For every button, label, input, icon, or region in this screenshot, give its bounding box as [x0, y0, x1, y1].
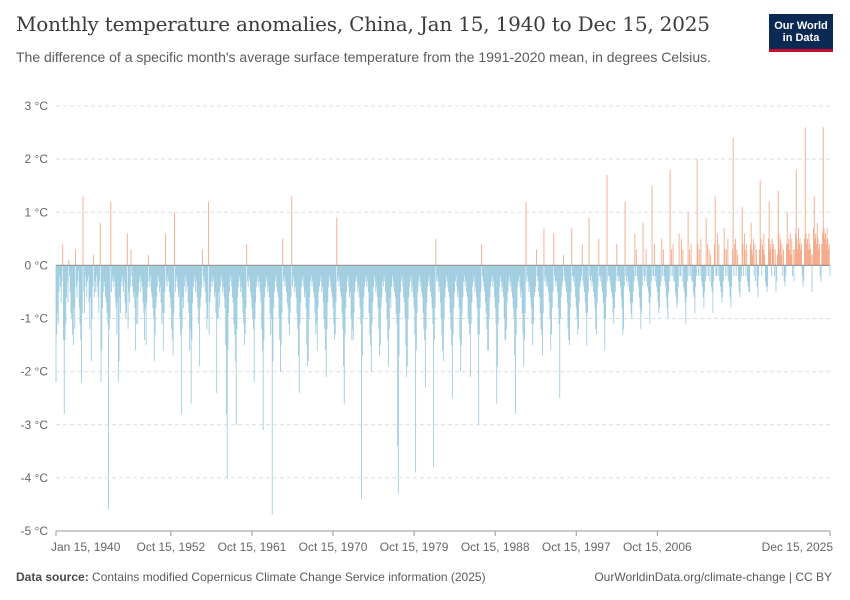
chart-subtitle: The difference of a specific month's ave… — [16, 49, 712, 65]
owid-logo[interactable]: Our World in Data — [769, 14, 833, 52]
data-source: Data source: Contains modified Copernicu… — [16, 570, 486, 584]
logo-line-2: in Data — [782, 32, 820, 44]
x-tick-label: Oct 15, 1997 — [542, 540, 611, 554]
bars — [55, 127, 831, 516]
logo-line-1: Our World — [774, 20, 828, 32]
x-tick-label: Jan 15, 1940 — [51, 540, 121, 554]
x-tick-label: Oct 15, 1988 — [461, 540, 530, 554]
y-tick-label: -3 °C — [21, 418, 49, 432]
y-tick-label: 3 °C — [25, 99, 49, 113]
x-tick-label: Oct 15, 1961 — [218, 540, 287, 554]
x-tick-label: Oct 15, 1970 — [299, 540, 368, 554]
x-tick-label: Dec 15, 2025 — [762, 540, 834, 554]
data-source-label: Data source: — [16, 570, 89, 584]
x-tick-label: Oct 15, 1952 — [137, 540, 206, 554]
y-tick-label: -1 °C — [21, 312, 49, 326]
y-tick-label: -4 °C — [21, 471, 49, 485]
y-tick-label: 1 °C — [25, 205, 49, 219]
y-tick-label: -5 °C — [21, 524, 49, 538]
x-axis: Jan 15, 1940 Oct 15, 1952 Oct 15, 1961 Oct … — [51, 530, 834, 554]
y-tick-label: -2 °C — [21, 365, 49, 379]
footer-url[interactable]: OurWorldinData.org/climate-change | CC B… — [594, 570, 832, 584]
data-source-text: Contains modified Copernicus Climate Cha… — [92, 570, 486, 584]
y-tick-label: 0 °C — [25, 258, 49, 272]
chart-title: Monthly temperature anomalies, China, Ja… — [16, 12, 710, 36]
y-tick-label: 2 °C — [25, 152, 49, 166]
x-tick-label: Oct 15, 1979 — [380, 540, 449, 554]
y-axis: 3 °C 2 °C 1 °C 0 °C -1 °C -2 °C -3 °C -4 °C -5 °… — [21, 99, 49, 538]
anomaly-chart: 3 °C 2 °C 1 °C 0 °C -1 °C -2 °C -3 °C -4 °C -5 °… — [21, 99, 834, 554]
x-tick-label: Oct 15, 2006 — [623, 540, 692, 554]
